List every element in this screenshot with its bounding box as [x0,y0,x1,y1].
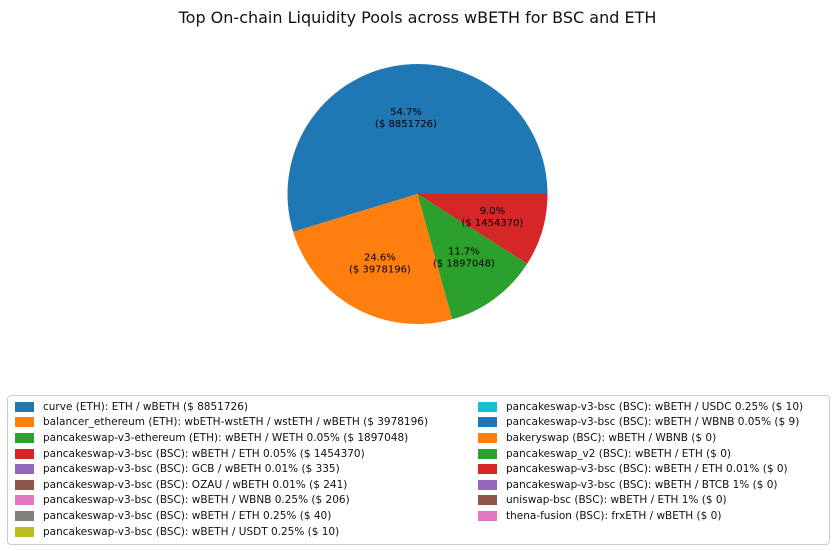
legend-swatch [15,417,34,428]
legend-item: pancakeswap-v3-bsc (BSC): OZAU / wBETH 0… [15,477,478,493]
legend-label: pancakeswap-v3-bsc (BSC): wBETH / ETH 0.… [43,447,365,460]
legend-item: thena-fusion (BSC): frxETH / wBETH ($ 0) [478,508,824,524]
pie-slice-1 [293,194,453,324]
legend-swatch [15,401,34,412]
legend-column-right: pancakeswap-v3-bsc (BSC): wBETH / USDC 0… [478,399,824,544]
legend-item: curve (ETH): ETH / wBETH ($ 8851726) [15,399,478,415]
legend-item: pancakeswap-v3-bsc (BSC): wBETH / ETH 0.… [15,446,478,462]
legend-swatch [478,479,497,490]
chart-title: Top On-chain Liquidity Pools across wBET… [178,8,657,27]
legend-item: pancakeswap-v3-bsc (BSC): wBETH / ETH 0.… [478,461,824,477]
legend-swatch [15,510,34,521]
legend-label: pancakeswap-v3-bsc (BSC): wBETH / USDC 0… [506,400,804,413]
legend-label: pancakeswap-v3-bsc (BSC): wBETH / ETH 0.… [506,463,788,476]
legend-item: pancakeswap-v3-bsc (BSC): wBETH / WBNB 0… [15,493,478,509]
legend-swatch [15,464,34,475]
legend-label: uniswap-bsc (BSC): wBETH / ETH 1% ($ 0) [506,494,727,507]
legend-label: pancakeswap-v3-bsc (BSC): OZAU / wBETH 0… [43,478,348,491]
legend-swatch [478,448,497,459]
pie-slice-label-2: 11.7% ($ 1897048) [433,247,495,270]
legend-swatch [15,479,34,490]
legend-swatch [478,495,497,506]
pie-slice-label-3: 9.0% ($ 1454370) [461,206,523,229]
legend-column-left: curve (ETH): ETH / wBETH ($ 8851726) bala… [15,399,478,544]
pie-slice-2 [417,194,528,320]
legend-label: pancakeswap-v3-bsc (BSC): wBETH / ETH 0.… [43,509,332,522]
legend-item: bakeryswap (BSC): wBETH / WBNB ($ 0) [478,430,824,446]
legend-item: balancer_ethereum (ETH): wbETH-wstETH / … [15,415,478,431]
legend-swatch [478,510,497,521]
legend-label: bakeryswap (BSC): wBETH / WBNB ($ 0) [506,431,717,444]
legend-label: balancer_ethereum (ETH): wbETH-wstETH / … [43,416,429,429]
legend-item: pancakeswap-v3-bsc (BSC): wBETH / WBNB 0… [478,415,824,431]
legend-swatch [15,495,34,506]
legend: curve (ETH): ETH / wBETH ($ 8851726) bala… [7,395,830,545]
legend-item: uniswap-bsc (BSC): wBETH / ETH 1% ($ 0) [478,493,824,509]
legend-label: pancakeswap-v3-bsc (BSC): wBETH / USDT 0… [43,525,340,538]
pie-slice-3 [417,194,548,264]
legend-item: pancakeswap-v3-bsc (BSC): wBETH / ETH 0.… [15,508,478,524]
legend-item: pancakeswap_v2 (BSC): wBETH / ETH ($ 0) [478,446,824,462]
legend-swatch [478,432,497,443]
legend-item: pancakeswap-v3-ethereum (ETH): wBETH / W… [15,430,478,446]
legend-swatch [478,464,497,475]
legend-swatch [15,448,34,459]
legend-swatch [15,432,34,443]
legend-label: curve (ETH): ETH / wBETH ($ 8851726) [43,400,248,413]
legend-label: pancakeswap-v3-bsc (BSC): wBETH / BTCB 1… [506,478,778,491]
legend-item: pancakeswap-v3-bsc (BSC): GCB / wBETH 0.… [15,461,478,477]
legend-label: pancakeswap-v3-ethereum (ETH): wBETH / W… [43,431,409,444]
legend-label: pancakeswap-v3-bsc (BSC): GCB / wBETH 0.… [43,463,340,476]
legend-label: pancakeswap-v3-bsc (BSC): wBETH / WBNB 0… [43,494,350,507]
legend-swatch [478,417,497,428]
legend-label: thena-fusion (BSC): frxETH / wBETH ($ 0) [506,509,722,522]
legend-swatch [15,526,34,537]
legend-item: pancakeswap-v3-bsc (BSC): wBETH / USDT 0… [15,524,478,540]
legend-swatch [478,401,497,412]
pie-chart: 54.7% ($ 8851726) 24.6% ($ 3978196) 11.7% ($ … [287,63,548,324]
pie-slice-0 [287,63,548,232]
legend-item: pancakeswap-v3-bsc (BSC): wBETH / BTCB 1… [478,477,824,493]
pie-slice-label-1: 24.6% ($ 3978196) [349,252,411,275]
legend-label: pancakeswap_v2 (BSC): wBETH / ETH ($ 0) [506,447,731,460]
legend-item: pancakeswap-v3-bsc (BSC): wBETH / USDC 0… [478,399,824,415]
legend-label: pancakeswap-v3-bsc (BSC): wBETH / WBNB 0… [506,416,800,429]
pie-slice-label-0: 54.7% ($ 8851726) [375,107,437,130]
